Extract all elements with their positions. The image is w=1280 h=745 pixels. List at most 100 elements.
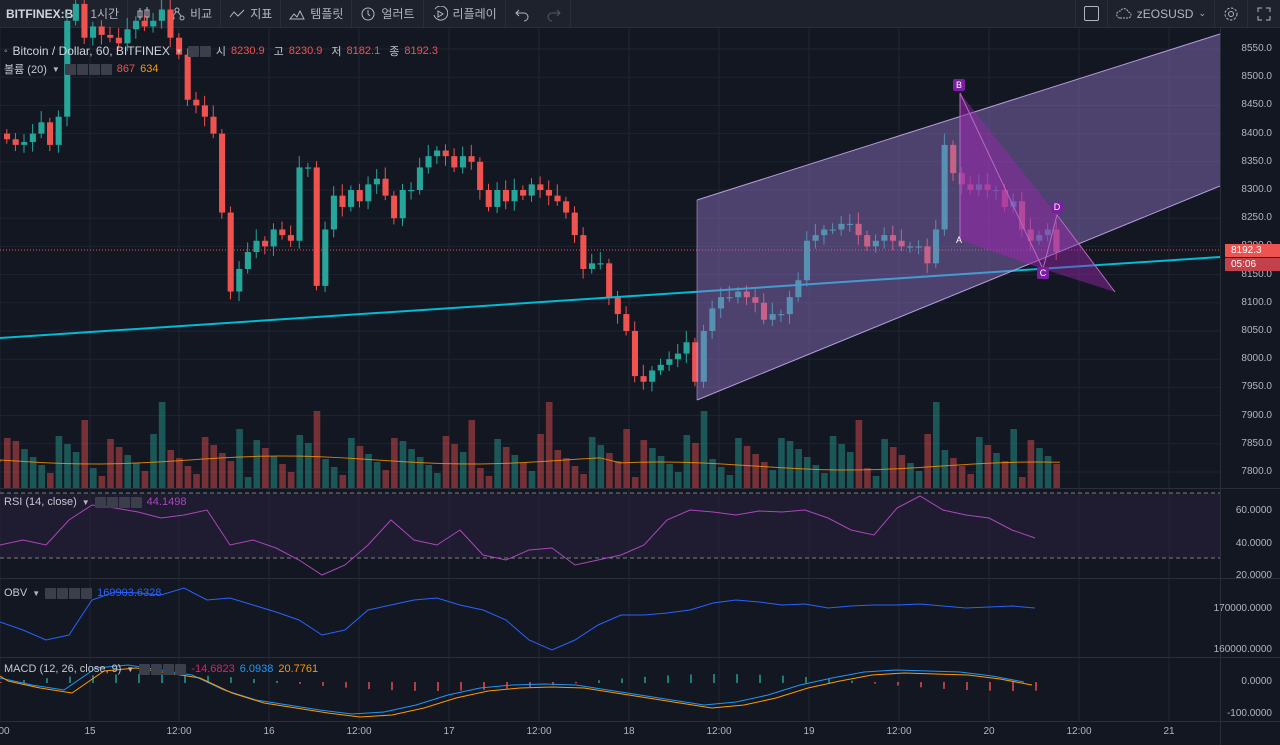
candle-body (373, 178, 380, 185)
volume-bar (382, 470, 390, 488)
legend-controls[interactable] (187, 45, 211, 57)
volume-bar (915, 471, 923, 488)
chevron-down-icon[interactable]: ▼ (126, 664, 135, 674)
volume-bar (459, 452, 467, 488)
legend-controls[interactable] (45, 587, 93, 599)
candle-body (803, 240, 811, 281)
volume-bar (614, 461, 622, 488)
volume-bar (485, 476, 493, 488)
high-value: 8230.9 (288, 45, 323, 57)
time-axis-label: 12:00 (526, 726, 552, 737)
settings-button[interactable] (1214, 0, 1247, 28)
pane-separator[interactable] (0, 488, 1280, 489)
macd-signal-value: 20.7761 (278, 663, 319, 675)
main-chart-canvas[interactable] (0, 0, 1280, 721)
collapse-icon[interactable]: ◦ (4, 45, 8, 57)
interval-select[interactable]: 1시간 (82, 0, 129, 28)
symbol-title[interactable]: Bitcoin / Dollar, 60, BITFINEX (12, 44, 170, 58)
watchlist-toggle[interactable] (1074, 0, 1107, 28)
candle-body (442, 150, 449, 157)
time-axis[interactable] (0, 721, 1280, 745)
chevron-down-icon[interactable]: ▼ (174, 46, 183, 56)
redo-button[interactable] (538, 0, 571, 28)
legend-controls[interactable] (139, 663, 187, 675)
volume-bar (391, 438, 398, 488)
candle-body (485, 190, 492, 207)
candle-body (846, 223, 854, 226)
candle-body (915, 246, 922, 248)
pane-separator[interactable] (0, 657, 1280, 658)
macd-histogram-bar (299, 682, 301, 684)
pattern-point-a[interactable]: A (955, 235, 962, 245)
volume-legend: 볼륨 (20) ▼ 867 634 (4, 61, 159, 77)
candle-body (511, 190, 518, 202)
macd-title[interactable]: MACD (12, 26, close, 9) (4, 663, 122, 675)
candle-body (649, 370, 656, 382)
pattern-point-d[interactable]: D (1051, 201, 1063, 213)
candle-body (700, 331, 707, 382)
macd-histogram-bar (644, 676, 646, 683)
volume-bar (588, 437, 596, 488)
candle-body (950, 144, 957, 174)
macd-histogram-bar (989, 682, 991, 691)
volume-bar (21, 449, 28, 488)
chevron-down-icon[interactable]: ▼ (81, 497, 90, 507)
candle-body (210, 116, 217, 134)
candle-body (133, 20, 140, 30)
fullscreen-button[interactable] (1247, 0, 1280, 28)
macd-axis-label: 0.0000 (1241, 676, 1272, 687)
candle-body (382, 178, 389, 196)
price-axis-label: 7800.0 (1241, 466, 1272, 477)
time-axis-label: 20 (983, 726, 995, 737)
volume-bar (373, 462, 381, 488)
time-axis-label: 12:00 (166, 726, 192, 737)
macd-histogram-bar (736, 674, 738, 683)
volume-bar (81, 420, 89, 488)
templates-button[interactable]: 템플릿 (281, 0, 353, 28)
volume-bar (1036, 448, 1043, 488)
chevron-down-icon[interactable]: ▼ (32, 588, 41, 598)
cloud-symbol[interactable]: zEOSUSD ⌄ (1106, 0, 1214, 28)
volume-bar (717, 467, 725, 488)
low-label: 저 (331, 46, 342, 58)
volume-bar (193, 474, 200, 488)
volume-bar (967, 474, 974, 488)
chevron-down-icon[interactable]: ▼ (51, 64, 60, 74)
volume-bar (735, 438, 742, 488)
candle-body (193, 99, 200, 106)
candle-body (889, 235, 897, 241)
alert-button[interactable]: 얼러트 (352, 0, 424, 28)
legend-controls[interactable] (64, 63, 112, 75)
volume-title[interactable]: 볼륨 (20) (4, 64, 47, 76)
volume-bar (950, 458, 957, 488)
legend-controls[interactable] (94, 496, 142, 508)
candle-body (29, 133, 36, 143)
time-axis-label: 12:00 (706, 726, 732, 737)
indicators-button[interactable]: 지표 (221, 0, 282, 28)
candle-body (72, 3, 79, 21)
alert-icon (361, 7, 375, 20)
macd-histogram-bar (368, 682, 370, 690)
volume-bar (838, 444, 845, 488)
pattern-point-b[interactable]: B (953, 79, 965, 91)
trendline (0, 256, 1221, 339)
obv-title[interactable]: OBV (4, 587, 28, 599)
pane-separator[interactable] (0, 578, 1280, 579)
undo-button[interactable] (506, 0, 538, 28)
replay-button[interactable]: 리플레이 (424, 0, 506, 28)
rsi-title[interactable]: RSI (14, close) (4, 496, 77, 508)
candle-body (545, 190, 553, 196)
candle-body (855, 223, 862, 236)
rsi-legend: RSI (14, close) ▼ 44.1498 (4, 496, 186, 508)
volume-bar (1027, 440, 1035, 488)
macd-histogram-bar (437, 682, 439, 691)
pattern-point-c[interactable]: C (1037, 267, 1049, 279)
macd-histogram-bar (851, 680, 853, 683)
volume-bar (907, 463, 914, 488)
compare-button[interactable]: 비교 (161, 0, 222, 28)
candle-body (12, 139, 19, 145)
candle-body (597, 263, 604, 265)
volume-bar (90, 468, 97, 488)
volume-bar (176, 458, 183, 488)
obv-axis-label: 160000.0000 (1213, 644, 1272, 655)
